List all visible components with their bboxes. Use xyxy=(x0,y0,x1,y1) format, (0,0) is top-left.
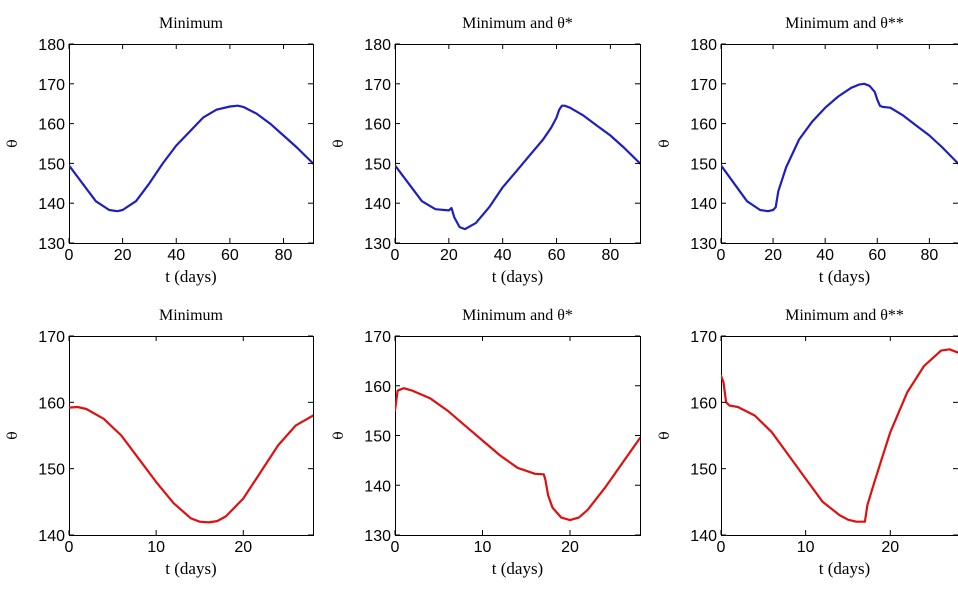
subplot-5: 0 10 20 130 140 150 160 170 Minimum and θ* t (day… xyxy=(331,307,641,578)
x-tick-label: 10 xyxy=(147,539,165,556)
y-axis-label: θ xyxy=(5,431,21,439)
x-tick-label: 20 xyxy=(234,539,252,556)
series-line xyxy=(395,104,640,231)
subplot-title: Minimum and θ* xyxy=(462,15,573,32)
y-tick-label: 180 xyxy=(364,37,391,54)
subplot-2: 0 20 40 60 80 130 140 150 160 170 180 Minimum and θ… xyxy=(331,15,641,286)
x-tick-label: 0 xyxy=(391,247,400,264)
y-tick-label: 140 xyxy=(364,196,391,213)
x-tick-label: 60 xyxy=(868,247,886,264)
x-tick-label: 0 xyxy=(717,247,726,264)
subplot-title: Minimum xyxy=(159,307,224,324)
series-line xyxy=(69,104,313,213)
subplot-4: 0 10 20 140 150 160 170 Minimum t (days) θ xyxy=(5,307,314,578)
subplot-title: Minimum and θ** xyxy=(785,307,904,324)
y-tick-label: 170 xyxy=(38,77,65,94)
y-tick-label: 180 xyxy=(690,37,717,54)
axes-frame xyxy=(395,336,641,536)
y-tick-label: 160 xyxy=(690,117,717,134)
x-tick-label: 0 xyxy=(391,539,400,556)
y-axis-label: θ xyxy=(657,431,673,439)
x-axis-label: t (days) xyxy=(819,559,870,578)
x-axis-label: t (days) xyxy=(819,267,870,286)
y-tick-label: 170 xyxy=(690,77,717,94)
y-tick-label: 170 xyxy=(38,329,65,346)
subplot-title: Minimum xyxy=(159,15,224,32)
x-tick-label: 40 xyxy=(167,247,185,264)
y-tick-label: 170 xyxy=(364,77,391,94)
x-tick-label: 0 xyxy=(65,247,74,264)
y-tick-label: 160 xyxy=(364,379,391,396)
series-line xyxy=(395,387,640,522)
x-tick-label: 10 xyxy=(474,539,492,556)
y-tick-label: 160 xyxy=(38,117,65,134)
y-axis-label: θ xyxy=(331,139,347,147)
axes-frame xyxy=(69,44,314,244)
x-tick-label: 20 xyxy=(764,247,782,264)
series-line xyxy=(721,348,958,523)
x-tick-label: 80 xyxy=(920,247,938,264)
x-tick-label: 20 xyxy=(561,539,579,556)
x-tick-label: 20 xyxy=(881,539,899,556)
y-tick-label: 150 xyxy=(364,429,391,446)
y-tick-label: 160 xyxy=(38,395,65,412)
axes-frame xyxy=(721,336,958,536)
x-tick-label: 80 xyxy=(275,247,293,264)
subplot-grid: 0 20 40 60 80 130 140 150 160 170 180 Minimum t (day… xyxy=(5,15,958,578)
y-tick-label: 150 xyxy=(38,462,65,479)
y-tick-label: 160 xyxy=(690,395,717,412)
y-tick-label: 140 xyxy=(364,478,391,495)
y-axis-label: θ xyxy=(5,139,21,147)
y-tick-label: 150 xyxy=(38,156,65,173)
y-tick-label: 170 xyxy=(690,329,717,346)
subplot-title: Minimum and θ** xyxy=(785,15,904,32)
y-axis-label: θ xyxy=(331,431,347,439)
y-tick-label: 140 xyxy=(690,528,717,545)
y-tick-label: 130 xyxy=(364,236,391,253)
y-tick-label: 150 xyxy=(690,462,717,479)
x-tick-label: 60 xyxy=(548,247,566,264)
series-line xyxy=(721,82,958,213)
y-tick-label: 150 xyxy=(364,156,391,173)
x-tick-label: 80 xyxy=(601,247,619,264)
axes-frame xyxy=(69,336,314,536)
y-tick-label: 130 xyxy=(38,236,65,253)
y-tick-label: 170 xyxy=(364,329,391,346)
axes-frame xyxy=(395,44,641,244)
y-tick-label: 180 xyxy=(38,37,65,54)
x-tick-label: 0 xyxy=(65,539,74,556)
x-axis-label: t (days) xyxy=(492,559,543,578)
x-axis-label: t (days) xyxy=(492,267,543,286)
y-tick-label: 160 xyxy=(364,117,391,134)
x-tick-label: 20 xyxy=(114,247,132,264)
axes-frame xyxy=(721,44,958,244)
x-axis-label: t (days) xyxy=(165,267,216,286)
x-tick-label: 60 xyxy=(221,247,239,264)
subplot-3: 0 20 40 60 80 130 140 150 160 170 180 Minimum and θ… xyxy=(657,15,958,286)
y-tick-label: 130 xyxy=(364,528,391,545)
y-tick-label: 150 xyxy=(690,156,717,173)
x-axis-label: t (days) xyxy=(165,559,216,578)
x-tick-label: 20 xyxy=(440,247,458,264)
y-tick-label: 140 xyxy=(690,196,717,213)
y-tick-label: 140 xyxy=(38,196,65,213)
subplot-6: 0 10 20 140 150 160 170 Minimum and θ** t (days)… xyxy=(657,307,958,578)
x-tick-label: 40 xyxy=(816,247,834,264)
y-axis-label: θ xyxy=(657,139,673,147)
series-line xyxy=(69,405,313,524)
y-tick-label: 130 xyxy=(690,236,717,253)
y-tick-label: 140 xyxy=(38,528,65,545)
x-tick-label: 10 xyxy=(797,539,815,556)
x-tick-label: 0 xyxy=(717,539,726,556)
x-tick-label: 40 xyxy=(494,247,512,264)
subplot-1: 0 20 40 60 80 130 140 150 160 170 180 Minimum t (day… xyxy=(5,15,314,286)
subplot-title: Minimum and θ* xyxy=(462,307,573,324)
